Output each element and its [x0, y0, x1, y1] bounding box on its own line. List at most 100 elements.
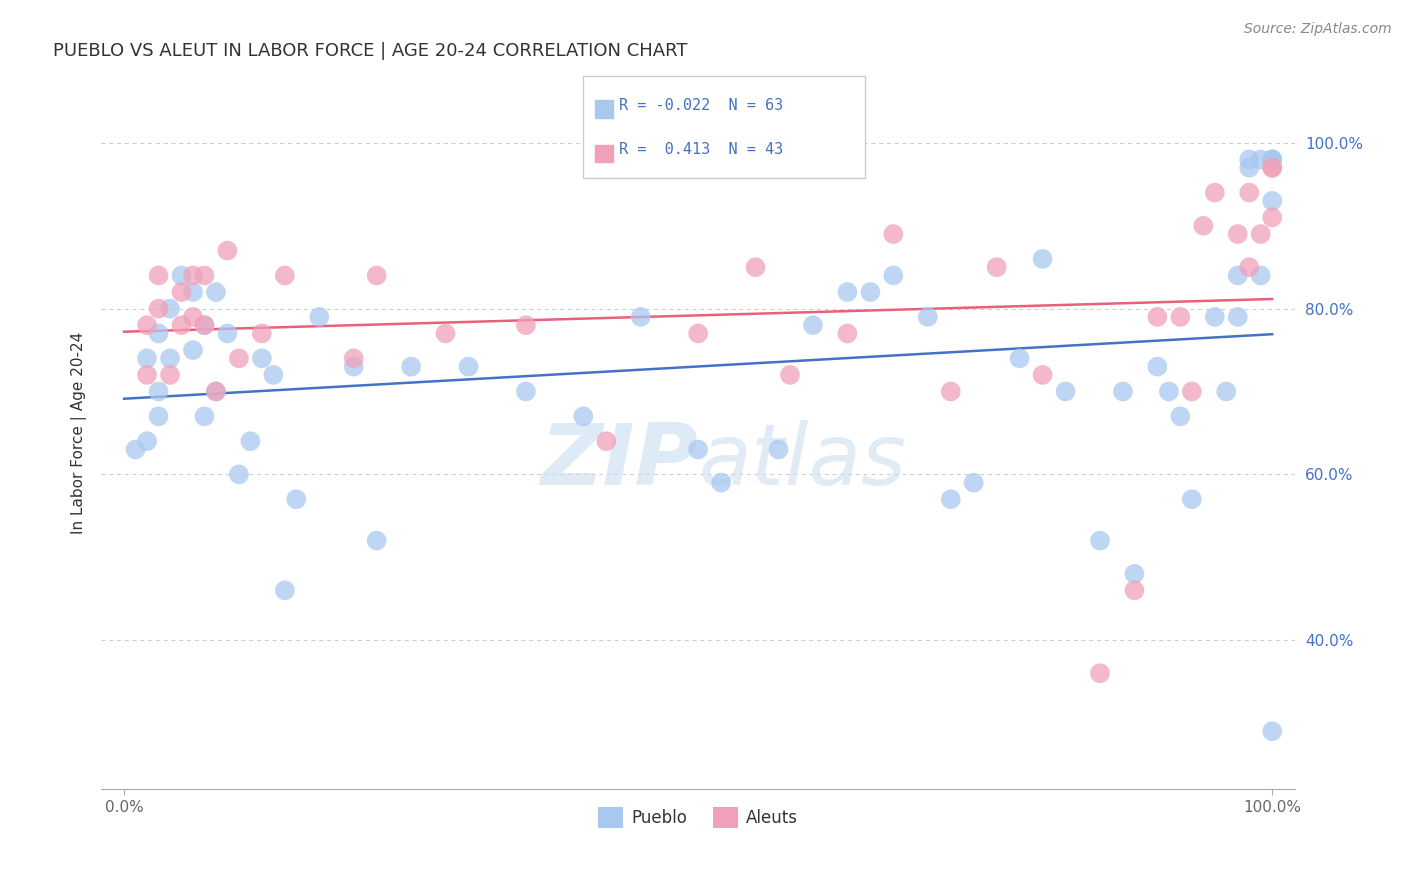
- Point: [193, 318, 215, 333]
- Point: [779, 368, 801, 382]
- Point: [1261, 153, 1284, 167]
- Point: [1123, 566, 1146, 581]
- Point: [159, 368, 181, 382]
- Point: [801, 318, 824, 333]
- Point: [917, 310, 939, 324]
- Point: [1032, 252, 1054, 266]
- Point: [1261, 161, 1284, 175]
- Point: [630, 310, 652, 324]
- Point: [434, 326, 457, 341]
- Point: [1226, 227, 1249, 241]
- Text: R =  0.413  N = 43: R = 0.413 N = 43: [619, 143, 783, 157]
- Y-axis label: In Labor Force | Age 20-24: In Labor Force | Age 20-24: [72, 332, 87, 534]
- Point: [136, 351, 159, 366]
- Point: [159, 301, 181, 316]
- Point: [262, 368, 284, 382]
- Point: [1181, 384, 1204, 399]
- Point: [136, 434, 159, 449]
- Point: [768, 442, 790, 457]
- Point: [181, 310, 204, 324]
- Point: [1112, 384, 1135, 399]
- Text: PUEBLO VS ALEUT IN LABOR FORCE | AGE 20-24 CORRELATION CHART: PUEBLO VS ALEUT IN LABOR FORCE | AGE 20-…: [53, 42, 688, 60]
- Point: [366, 268, 388, 283]
- Point: [1261, 194, 1284, 208]
- Point: [1181, 492, 1204, 507]
- Point: [1239, 260, 1261, 275]
- Point: [239, 434, 262, 449]
- Point: [399, 359, 422, 374]
- Point: [170, 285, 193, 299]
- Point: [1261, 153, 1284, 167]
- Point: [136, 368, 159, 382]
- Point: [595, 434, 617, 449]
- Point: [1239, 186, 1261, 200]
- Point: [148, 384, 170, 399]
- Point: [193, 268, 215, 283]
- Point: [205, 384, 228, 399]
- Point: [124, 442, 146, 457]
- Point: [939, 384, 962, 399]
- Point: [1157, 384, 1180, 399]
- Point: [181, 268, 204, 283]
- Point: [1215, 384, 1237, 399]
- Point: [181, 285, 204, 299]
- Point: [205, 285, 228, 299]
- Point: [1008, 351, 1031, 366]
- Point: [193, 318, 215, 333]
- Point: [1239, 153, 1261, 167]
- Point: [1226, 268, 1249, 283]
- Point: [250, 351, 273, 366]
- Point: [148, 268, 170, 283]
- Point: [148, 301, 170, 316]
- Point: [1261, 161, 1284, 175]
- Point: [343, 351, 366, 366]
- Point: [343, 359, 366, 374]
- Point: [837, 285, 859, 299]
- Text: R = -0.022  N = 63: R = -0.022 N = 63: [619, 98, 783, 112]
- Point: [228, 351, 250, 366]
- Point: [688, 326, 710, 341]
- Point: [1088, 533, 1111, 548]
- Point: [170, 268, 193, 283]
- Point: [170, 318, 193, 333]
- Point: [963, 475, 986, 490]
- Point: [159, 351, 181, 366]
- Point: [274, 268, 297, 283]
- Point: [1032, 368, 1054, 382]
- Point: [250, 326, 273, 341]
- Text: atlas: atlas: [699, 420, 905, 503]
- Point: [744, 260, 766, 275]
- Point: [1204, 310, 1226, 324]
- Point: [1204, 186, 1226, 200]
- Point: [1146, 359, 1168, 374]
- Point: [1226, 310, 1249, 324]
- Point: [1261, 724, 1284, 739]
- Point: [837, 326, 859, 341]
- Point: [1250, 268, 1272, 283]
- Point: [986, 260, 1008, 275]
- Point: [274, 583, 297, 598]
- Point: [1170, 310, 1192, 324]
- Point: [1250, 153, 1272, 167]
- Legend: Pueblo, Aleuts: Pueblo, Aleuts: [592, 801, 804, 834]
- Point: [1192, 219, 1215, 233]
- Point: [205, 384, 228, 399]
- Point: [882, 227, 904, 241]
- Point: [308, 310, 330, 324]
- Point: [1088, 666, 1111, 681]
- Point: [1123, 583, 1146, 598]
- Point: [939, 492, 962, 507]
- Point: [285, 492, 308, 507]
- Point: [710, 475, 733, 490]
- Point: [859, 285, 882, 299]
- Point: [366, 533, 388, 548]
- Text: Source: ZipAtlas.com: Source: ZipAtlas.com: [1244, 22, 1392, 37]
- Point: [217, 244, 239, 258]
- Point: [1170, 409, 1192, 424]
- Point: [515, 318, 537, 333]
- Point: [1250, 227, 1272, 241]
- Point: [1146, 310, 1168, 324]
- Point: [193, 409, 215, 424]
- Point: [1054, 384, 1077, 399]
- Point: [457, 359, 479, 374]
